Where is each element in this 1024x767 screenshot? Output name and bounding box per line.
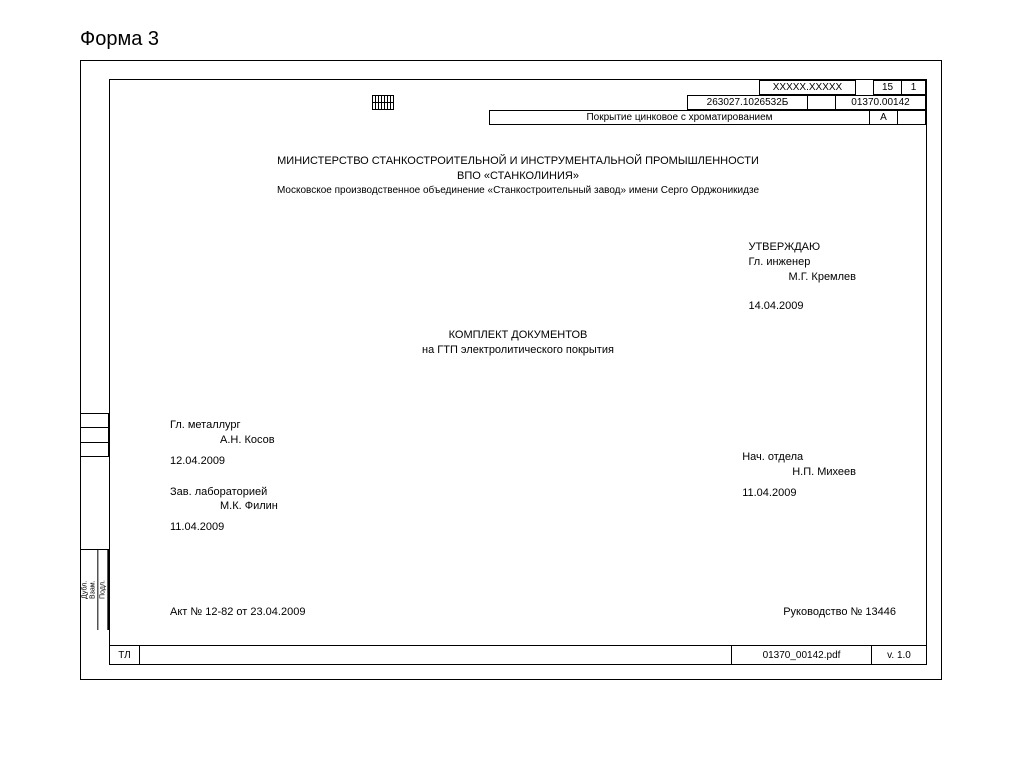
approval-title: УТВЕРЖДАЮ bbox=[748, 240, 856, 255]
organization-block: МИНИСТЕРСТВО СТАНКОСТРОИТЕЛЬНОЙ И ИНСТРУ… bbox=[110, 154, 926, 197]
sigr-date: 11.04.2009 bbox=[742, 486, 856, 501]
header-empty-grid bbox=[372, 95, 394, 110]
outer-frame: Дубл. Взам. Подл. XXXXX.XXXXX 15 1 26302… bbox=[80, 60, 942, 680]
sig1-date: 12.04.2009 bbox=[170, 454, 278, 469]
sig2-role: Зав. лабораторией bbox=[170, 485, 278, 500]
doc-title-line1: КОМПЛЕКТ ДОКУМЕНТОВ bbox=[110, 328, 926, 343]
sig1-name: А.Н. Косов bbox=[170, 433, 278, 448]
page-title: Форма 3 bbox=[80, 28, 159, 51]
approval-date: 14.04.2009 bbox=[748, 299, 856, 314]
header-num1: 15 bbox=[874, 81, 902, 95]
margin-tick-boxes bbox=[81, 413, 109, 457]
act-line: Акт № 12-82 от 23.04.2009 bbox=[170, 605, 305, 620]
sig2-date: 11.04.2009 bbox=[170, 520, 278, 535]
header-revision: А bbox=[870, 111, 898, 125]
header-code1: 263027.1026532Б bbox=[688, 96, 808, 110]
sigr-role: Нач. отдела bbox=[742, 450, 856, 465]
sig1-role: Гл. металлург bbox=[170, 418, 278, 433]
approval-name: М.Г. Кремлев bbox=[748, 270, 856, 285]
header-row-1: XXXXX.XXXXX 15 1 bbox=[742, 80, 927, 95]
margin-label-podl: Подл. bbox=[99, 550, 108, 630]
margin-label-vzam: Взам. bbox=[89, 550, 98, 630]
sigr-name: Н.П. Михеев bbox=[742, 465, 856, 480]
bottom-strip: ТЛ 01370_00142.pdf v. 1.0 bbox=[110, 645, 926, 664]
header-code2: 01370.00142 bbox=[836, 96, 926, 110]
header-row-2: 263027.1026532Б 01370.00142 bbox=[687, 95, 926, 110]
signatures-left: Гл. металлург А.Н. Косов 12.04.2009 Зав.… bbox=[170, 418, 278, 535]
bottom-file: 01370_00142.pdf bbox=[732, 646, 872, 664]
header-num2: 1 bbox=[902, 81, 926, 95]
header-box-code: XXXXX.XXXXX bbox=[760, 81, 856, 95]
signatures-right: Нач. отдела Н.П. Михеев 11.04.2009 bbox=[742, 450, 856, 501]
approval-role: Гл. инженер bbox=[748, 255, 856, 270]
inner-frame: XXXXX.XXXXX 15 1 263027.1026532Б 01370.0… bbox=[109, 79, 927, 665]
org-line3: Московское производственное объединение … bbox=[110, 184, 926, 198]
doc-title-line2: на ГТП электролитического покрытия bbox=[110, 343, 926, 358]
header-description: Покрытие цинковое с хроматированием bbox=[490, 111, 870, 125]
approval-block: УТВЕРЖДАЮ Гл. инженер М.Г. Кремлев 14.04… bbox=[748, 240, 856, 313]
org-line2: ВПО «СТАНКОЛИНИЯ» bbox=[110, 169, 926, 184]
sig2-name: М.К. Филин bbox=[170, 499, 278, 514]
bottom-version: v. 1.0 bbox=[872, 646, 926, 664]
guide-line: Руководство № 13446 bbox=[783, 605, 896, 620]
margin-vertical-labels: Дубл. Взам. Подл. bbox=[81, 549, 109, 630]
bottom-tl: ТЛ bbox=[110, 646, 140, 664]
header-row-3: Покрытие цинковое с хроматированием А bbox=[489, 110, 926, 125]
org-line1: МИНИСТЕРСТВО СТАНКОСТРОИТЕЛЬНОЙ И ИНСТРУ… bbox=[110, 154, 926, 169]
document-title-block: КОМПЛЕКТ ДОКУМЕНТОВ на ГТП электролитиче… bbox=[110, 328, 926, 358]
